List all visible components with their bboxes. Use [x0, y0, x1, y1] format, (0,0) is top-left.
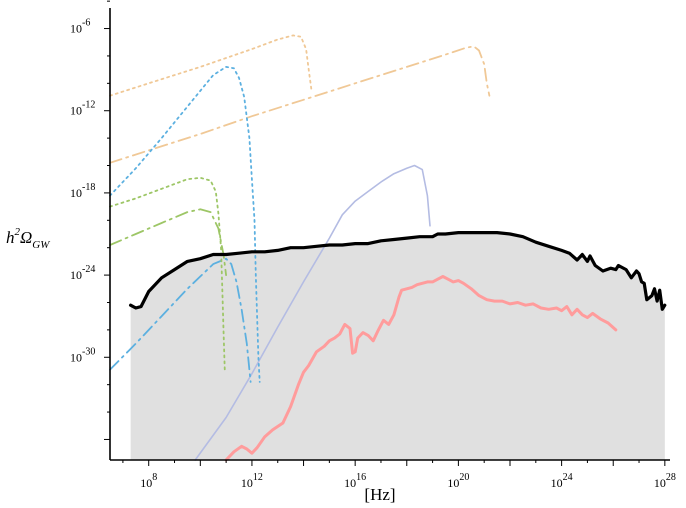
y-tick-exponent: -12	[82, 100, 95, 111]
x-tick-base: 10	[447, 476, 459, 490]
axes: 108 1012 1016 1020 1024 102810-610-1210-1810-…	[70, 0, 676, 490]
y-tick-exponent: -24	[82, 264, 95, 275]
x-tick-exponent: 28	[666, 472, 676, 483]
y-tick-base: 10	[70, 350, 82, 364]
x-tick-exponent: 24	[563, 472, 573, 483]
series-green-dashdot	[109, 208, 227, 276]
x-tick-exponent: 8	[152, 472, 157, 483]
y-title-h: h	[6, 228, 15, 247]
series-tan-dotted	[109, 34, 313, 97]
y-tick-base: 10	[70, 104, 82, 118]
x-tick-base: 10	[344, 476, 356, 490]
y-title-sup: 2	[15, 226, 21, 238]
series-upper-bound	[129, 231, 667, 311]
y-tick-exponent: -6	[82, 18, 90, 29]
y-tick-label: 10-6	[70, 18, 90, 36]
y-axis-title: h2ΩGW	[6, 226, 50, 251]
series-green-dotted	[109, 176, 226, 372]
y-tick-base: 10	[70, 268, 82, 282]
shaded-region	[130, 232, 665, 460]
y-tick-label: 10-30	[70, 346, 95, 364]
x-tick-base: 10	[551, 476, 563, 490]
tick-marks	[104, 0, 666, 466]
x-tick-label: 1028	[654, 472, 676, 490]
x-tick-exponent: 20	[459, 472, 469, 483]
y-tick-exponent: -30	[82, 346, 95, 357]
y-tick-exponent: -18	[82, 182, 95, 193]
series-layer	[109, 34, 667, 462]
x-tick-base: 10	[241, 476, 253, 490]
series-blue-dashdot	[109, 257, 252, 383]
excluded-region-shading	[130, 232, 665, 460]
series-lavender-solid	[194, 164, 431, 461]
x-tick-base: 10	[140, 476, 152, 490]
x-axis-title: [Hz]	[364, 485, 395, 504]
series-blue-dotted	[109, 66, 261, 383]
x-tick-exponent: 12	[253, 472, 263, 483]
y-title-omega: Ω	[20, 228, 32, 247]
x-tick-label: 108	[140, 472, 157, 490]
x-tick-base: 10	[654, 476, 666, 490]
x-tick-exponent: 16	[356, 472, 366, 483]
x-tick-label: 1024	[551, 472, 573, 490]
y-tick-label: 10-18	[70, 182, 95, 200]
y-tick-label: 10-12	[70, 100, 95, 118]
x-tick-label: 1012	[241, 472, 263, 490]
y-title-sub: GW	[32, 239, 50, 251]
series-tan-dashdot	[109, 45, 491, 164]
x-tick-label: 1020	[447, 472, 469, 490]
x-tick-label: 1016	[344, 472, 366, 490]
y-tick-label: 10-24	[70, 264, 95, 282]
y-tick-base: 10	[70, 22, 82, 36]
y-tick-base: 10	[70, 186, 82, 200]
series-pink-solid	[224, 275, 618, 462]
tick-labels: 108 1012 1016 1020 1024 102810-610-1210-1810-…	[70, 18, 676, 490]
